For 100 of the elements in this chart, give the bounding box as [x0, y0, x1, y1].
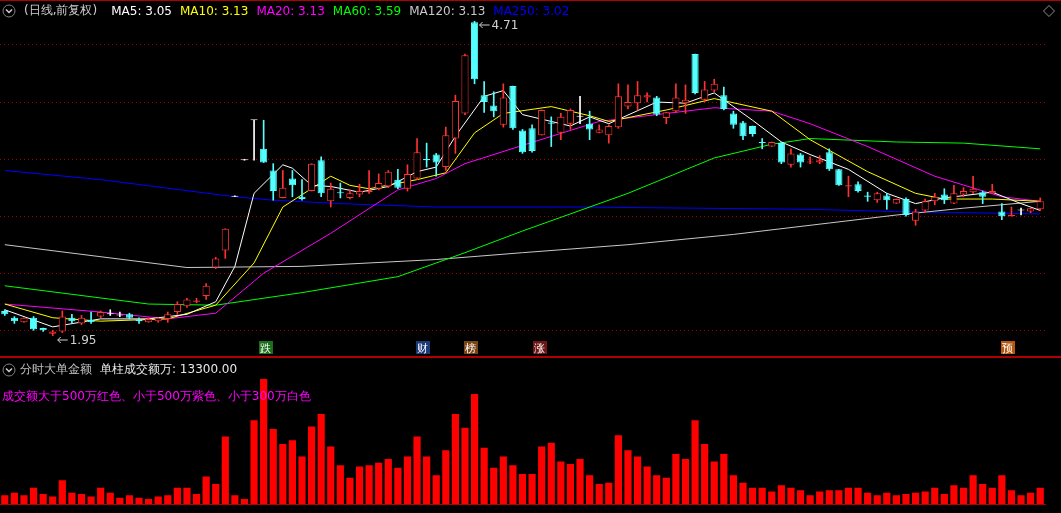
bar [39, 494, 47, 504]
bar [653, 475, 661, 504]
bar [269, 429, 277, 504]
bar [528, 474, 536, 504]
bar [1027, 492, 1035, 504]
bar [164, 495, 172, 504]
bar [221, 436, 229, 504]
bar [940, 494, 948, 504]
bar [480, 447, 488, 504]
bar [384, 459, 392, 504]
bar [768, 491, 776, 504]
text: MA10: 3.13 [179, 3, 249, 18]
bar [135, 497, 143, 504]
text: 涨 [532, 341, 547, 355]
bar [125, 495, 134, 504]
bar [566, 464, 575, 504]
candlestick [624, 84, 632, 110]
bar [336, 465, 344, 504]
bar [451, 414, 459, 504]
bar [729, 475, 738, 504]
bar [864, 492, 872, 504]
bar [317, 414, 325, 504]
bar [442, 450, 450, 504]
bar [624, 450, 632, 504]
bar [106, 492, 114, 504]
bar [777, 485, 785, 504]
bar [1, 495, 9, 504]
bar [758, 487, 766, 504]
bar [279, 444, 287, 504]
text: MA5: 3.05 [111, 3, 172, 18]
bar [825, 490, 833, 504]
bar [547, 442, 555, 504]
bar [173, 487, 181, 504]
bar [672, 454, 680, 504]
bar [183, 487, 191, 504]
bar [509, 465, 517, 504]
bar [586, 475, 594, 504]
chart-title: 分时大单金额 [20, 361, 92, 378]
bar [423, 456, 431, 504]
bar [10, 492, 18, 504]
bar [231, 495, 239, 504]
bar [87, 496, 95, 504]
bar [538, 446, 546, 504]
bar [298, 456, 306, 504]
bar [240, 499, 249, 504]
bar [854, 487, 862, 504]
bar [557, 461, 565, 504]
text: 预 [1000, 341, 1015, 355]
bar [662, 477, 670, 504]
bar [1017, 495, 1025, 504]
bar [49, 496, 57, 504]
bar [979, 484, 987, 504]
bar [710, 461, 718, 504]
bar [633, 456, 642, 504]
bar [307, 426, 316, 504]
bar [787, 487, 795, 504]
text: MA20: 3.13 [256, 3, 325, 18]
bar [346, 477, 354, 504]
bar [432, 475, 440, 504]
bar [355, 466, 364, 504]
bar [576, 459, 584, 504]
bar [145, 499, 153, 504]
bar [911, 492, 920, 504]
bar [806, 495, 814, 504]
bar [959, 487, 968, 504]
bar [212, 484, 220, 504]
bar [988, 487, 996, 504]
bar [375, 462, 383, 504]
bar [394, 467, 402, 504]
bar [931, 487, 939, 504]
bar [327, 446, 335, 504]
bar [605, 482, 613, 504]
bar [739, 482, 747, 504]
bar [116, 497, 124, 504]
bar [365, 465, 373, 504]
bar [950, 485, 958, 504]
text: MA60: 3.59 [332, 3, 402, 18]
bar [844, 487, 853, 504]
bar [403, 456, 412, 504]
bar [413, 436, 421, 504]
bar [902, 494, 910, 504]
bar [643, 466, 651, 504]
bar [499, 456, 507, 504]
bar [154, 496, 162, 504]
bar [681, 459, 690, 504]
bar [701, 444, 709, 504]
bar [1036, 487, 1044, 504]
bar [835, 490, 843, 504]
bar [749, 487, 757, 504]
bar [77, 494, 86, 504]
bar [97, 487, 105, 504]
bar [470, 394, 479, 504]
bar [691, 420, 699, 504]
bar [68, 492, 76, 504]
bar [796, 490, 805, 504]
bar [720, 454, 728, 504]
candlestick [490, 91, 498, 118]
bar [595, 484, 603, 504]
text: 跌 [258, 341, 273, 355]
bar [614, 435, 622, 504]
